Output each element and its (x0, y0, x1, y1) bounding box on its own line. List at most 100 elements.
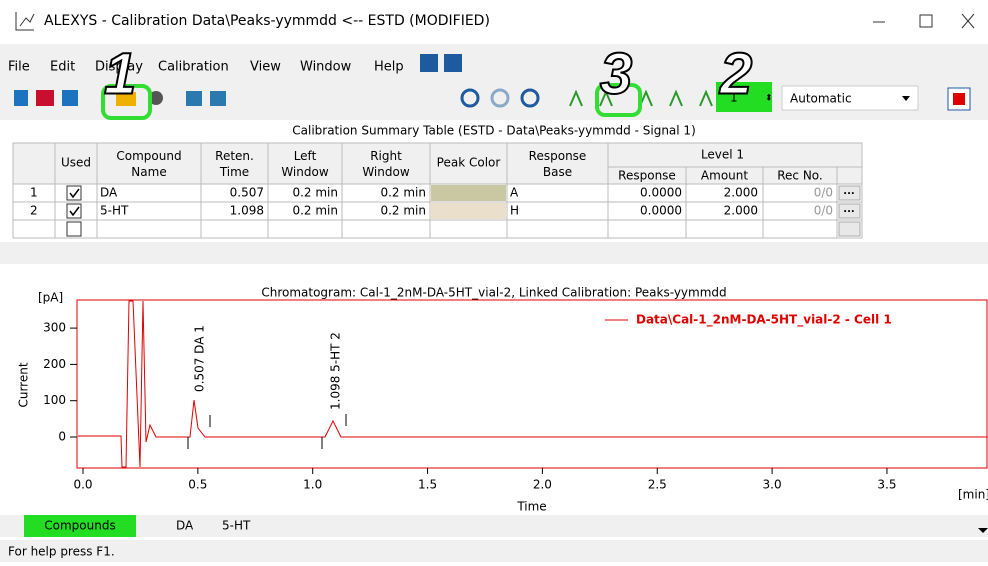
mode-value: Automatic (790, 92, 852, 106)
close[interactable] (961, 13, 975, 29)
row-button-text[interactable]: ... (843, 186, 854, 197)
tab[interactable]: Compounds (44, 519, 115, 533)
used-checkbox[interactable] (66, 185, 82, 201)
x-tick-label: 3.0 (763, 478, 782, 492)
header: Response Base (529, 149, 587, 179)
menu-item[interactable]: Window (300, 60, 352, 75)
y-tick-label: 200 (43, 357, 66, 371)
annotation: 3 (600, 41, 632, 106)
peak-color (431, 203, 506, 219)
check-mark (69, 206, 80, 217)
menu-item[interactable]: Calibration (158, 60, 229, 75)
header: Right Window (362, 149, 410, 179)
x-unit: [min] (958, 488, 988, 502)
header: Peak Color (437, 156, 501, 170)
row-button-text[interactable]: ... (843, 204, 854, 215)
subheader: Amount (701, 169, 748, 183)
y-unit: [pA] (38, 291, 63, 305)
chart-title: Chromatogram: Cal-1_2nM-DA-5HT_vial-2, L… (261, 286, 726, 300)
highlight-1 (101, 84, 152, 120)
x-tick-label: 0.5 (188, 478, 207, 492)
title-bar (0, 0, 988, 44)
toolbar-icons (14, 54, 971, 111)
row-button[interactable] (838, 221, 861, 237)
cell: 0.2 min (292, 186, 338, 200)
window-title: ALEXYS - Calibration Data\Peaks-yymmdd <… (44, 13, 490, 29)
peak-markers (187, 414, 347, 449)
check-mark (69, 188, 80, 199)
cell: 0.507 (230, 186, 264, 200)
table-title: Calibration Summary Table (ESTD - Data\P… (292, 124, 696, 138)
cell: H (510, 204, 519, 218)
cell: 0/0 (814, 204, 833, 218)
annotation: 2 (719, 41, 752, 106)
cell: 0.0000 (640, 204, 682, 218)
splitter (0, 242, 988, 264)
x-tick-label: 2.0 (533, 478, 552, 492)
row-button[interactable] (838, 203, 861, 219)
cell: 1.098 (230, 204, 264, 218)
menu-item[interactable]: Display (95, 60, 143, 75)
header: Compound Name (116, 149, 181, 179)
cell: 0.0000 (640, 186, 682, 200)
row-button[interactable] (838, 185, 861, 201)
x-tick-label: 1.5 (418, 478, 437, 492)
legend-text: Data\Cal-1_2nM-DA-5HT_vial-2 - Cell 1 (636, 313, 892, 328)
y-tick-label: 0 (58, 430, 66, 444)
y-label: Current (17, 362, 31, 407)
used-checkbox[interactable] (66, 203, 82, 219)
y-tick-label: 300 (43, 321, 66, 335)
menu-item[interactable]: Edit (50, 60, 75, 75)
plot-frame (76, 299, 988, 469)
cell: 2.000 (724, 204, 758, 218)
header: Level 1 (701, 148, 744, 162)
x-tick-label: 2.5 (648, 478, 667, 492)
annotation: 1 (104, 41, 136, 106)
maximize[interactable] (919, 14, 933, 28)
chromatogram-trace (78, 300, 987, 468)
menu-item[interactable]: View (250, 60, 281, 75)
menu-item[interactable]: Help (374, 60, 404, 75)
cell: 0.2 min (380, 186, 426, 200)
x-tick-label: 0.0 (73, 478, 92, 492)
menu-item[interactable]: File (8, 60, 30, 75)
dropdown-arrow (902, 96, 910, 101)
cell: 0.2 min (292, 204, 338, 218)
row-number: 2 (30, 204, 38, 218)
status-bar (0, 540, 988, 562)
app-icon (15, 12, 35, 31)
cell: A (510, 186, 519, 200)
tab-arrow (978, 528, 988, 533)
cell: 0/0 (814, 186, 833, 200)
spinner-arrows[interactable]: ⬍ (765, 94, 773, 104)
new-row-checkbox[interactable] (66, 221, 82, 237)
status-text: For help press F1. (8, 545, 115, 559)
cell: 0.2 min (380, 204, 426, 218)
highlight-3 (595, 83, 642, 117)
x-tick-label: 3.5 (877, 478, 896, 492)
y-tick-label: 100 (43, 393, 66, 407)
cell: 5-HT (100, 204, 129, 218)
active-tab[interactable] (24, 515, 136, 537)
header: Left Window (281, 149, 329, 179)
cell: 2.000 (724, 186, 758, 200)
row-number: 1 (30, 186, 38, 200)
tab[interactable]: DA (176, 519, 194, 533)
tab-bar (0, 515, 988, 537)
level-spinner-highlight (716, 82, 772, 112)
mode-dropdown[interactable] (781, 85, 919, 111)
header: Reten. Time (215, 149, 254, 179)
subheader: Response (618, 169, 676, 183)
x-label: Time (516, 500, 546, 514)
peak-color (431, 185, 506, 201)
header: Used (61, 156, 91, 170)
cell: DA (100, 186, 118, 200)
subheader: Rec No. (777, 169, 823, 183)
tab[interactable]: 5-HT (222, 519, 251, 533)
peak-label: 0.507 DA 1 (193, 325, 207, 392)
level-value[interactable]: 1 (730, 91, 738, 105)
peak-label: 1.098 5-HT 2 (329, 332, 343, 410)
table-header-bg (12, 142, 863, 185)
x-tick-label: 1.0 (303, 478, 322, 492)
